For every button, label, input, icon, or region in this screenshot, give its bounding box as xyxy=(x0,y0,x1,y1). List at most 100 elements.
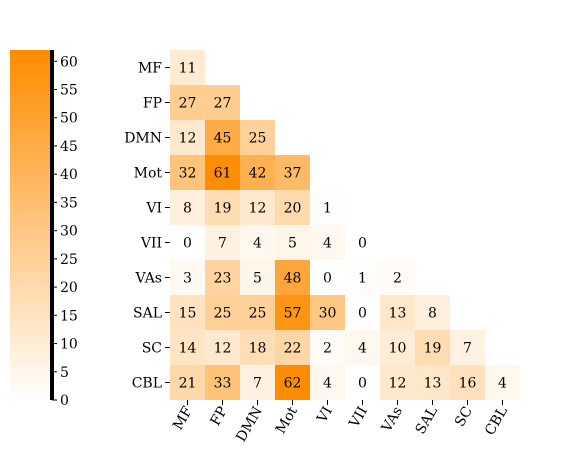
heatmap-cell-dmn-fp xyxy=(205,120,240,155)
y-tick-label-sc: SC xyxy=(142,341,162,357)
heatmap-cell-mot-fp xyxy=(205,155,240,190)
colorbar: 0 5 10 15 20 25 30 35 40 45 50 55 60 xyxy=(10,50,78,409)
heatmap-cell-vi-vi xyxy=(310,190,345,225)
colorbar-tick-label: 5 xyxy=(60,365,69,381)
cell-value-label: 5 xyxy=(253,271,262,287)
cell-value-label: 27 xyxy=(179,96,197,112)
heatmap-cell-sc-sal xyxy=(415,330,450,365)
cell-value-label: 8 xyxy=(183,201,192,217)
x-tick-label-sal: SAL xyxy=(413,404,441,437)
cell-value-label: 27 xyxy=(214,96,232,112)
heatmap-cell-sal-fp xyxy=(205,295,240,330)
heatmap-cell-cbl-fp xyxy=(205,365,240,400)
cell-value-label: 2 xyxy=(393,271,402,287)
cell-value-label: 14 xyxy=(179,341,197,357)
heatmap-cell-cbl-sal xyxy=(415,365,450,400)
cell-value-label: 4 xyxy=(358,341,367,357)
cell-value-label: 2 xyxy=(323,341,332,357)
cell-value-label: 7 xyxy=(253,376,262,392)
x-tick-label-sc: SC xyxy=(452,404,476,430)
cell-value-label: 12 xyxy=(214,341,232,357)
heatmap-cell-vas-dmn xyxy=(240,260,275,295)
cell-value-label: 11 xyxy=(179,61,197,77)
heatmap-cell-sal-vas xyxy=(380,295,415,330)
cell-value-label: 25 xyxy=(214,306,232,322)
cell-value-label: 1 xyxy=(323,201,332,217)
cell-value-label: 19 xyxy=(214,201,232,217)
cell-value-label: 33 xyxy=(214,376,232,392)
colorbar-tick-label: 55 xyxy=(60,83,78,99)
x-tick-label-vii: VII xyxy=(346,404,371,431)
cell-value-label: 12 xyxy=(249,201,267,217)
cell-value-label: 12 xyxy=(179,131,197,147)
cell-value-label: 30 xyxy=(319,306,337,322)
cell-value-label: 25 xyxy=(249,306,267,322)
heatmap-cell-sc-vi xyxy=(310,330,345,365)
cell-value-label: 19 xyxy=(424,341,442,357)
colorbar-tick-label: 50 xyxy=(60,111,78,127)
cell-value-label: 45 xyxy=(214,131,232,147)
heatmap-cell-vi-mot xyxy=(275,190,310,225)
y-tick-label-mot: Mot xyxy=(134,166,163,182)
heatmap-cell-mot-dmn xyxy=(240,155,275,190)
heatmap-cell-vas-mf xyxy=(170,260,205,295)
x-tick-label-cbl: CBL xyxy=(482,404,511,438)
colorbar-tick-label: 20 xyxy=(60,280,78,296)
heatmap-cell-mf-mf xyxy=(170,50,205,85)
x-tick-label-vas: VAs xyxy=(378,404,406,436)
cell-value-label: 0 xyxy=(183,236,192,252)
heatmap-cell-dmn-mf xyxy=(170,120,205,155)
cell-value-label: 23 xyxy=(214,271,232,287)
cell-value-label: 15 xyxy=(179,306,197,322)
cell-value-label: 0 xyxy=(358,376,367,392)
x-tick-label-fp: FP xyxy=(208,404,231,429)
heatmap-cell-vas-vas xyxy=(380,260,415,295)
colorbar-tick-label: 40 xyxy=(60,167,78,183)
colorbar-tick-label: 0 xyxy=(60,393,69,409)
colorbar-tick-label: 10 xyxy=(60,337,78,353)
heatmap-cell-vii-vii xyxy=(345,225,380,260)
cell-value-label: 4 xyxy=(323,236,332,252)
cell-value-label: 4 xyxy=(253,236,262,252)
y-tick-label-vas: VAs xyxy=(135,271,162,287)
heatmap-cell-sc-fp xyxy=(205,330,240,365)
y-tick-label-fp: FP xyxy=(143,96,162,112)
heatmap-cell-sal-vi xyxy=(310,295,345,330)
cell-value-label: 57 xyxy=(284,306,302,322)
heatmap-cell-vas-mot xyxy=(275,260,310,295)
cell-value-label: 16 xyxy=(459,376,477,392)
y-tick-label-vi: VI xyxy=(145,201,162,217)
x-tick-label-mf: MF xyxy=(170,404,196,433)
heatmap-cell-sal-mot xyxy=(275,295,310,330)
heatmap-cell-sal-dmn xyxy=(240,295,275,330)
y-tick-label-dmn: DMN xyxy=(124,131,162,147)
heatmap-cell-cbl-cbl xyxy=(485,365,520,400)
heatmap-cell-vi-fp xyxy=(205,190,240,225)
cell-value-label: 22 xyxy=(284,341,302,357)
cell-value-label: 0 xyxy=(358,236,367,252)
cell-value-label: 13 xyxy=(389,306,407,322)
colorbar-gradient xyxy=(10,50,50,400)
heatmap-cell-vas-vii xyxy=(345,260,380,295)
heatmap-cell-sc-vas xyxy=(380,330,415,365)
colorbar-tick-label: 15 xyxy=(60,308,78,324)
heatmap-cell-vi-dmn xyxy=(240,190,275,225)
heatmap-cell-dmn-dmn xyxy=(240,120,275,155)
cell-value-label: 20 xyxy=(284,201,302,217)
cell-value-label: 21 xyxy=(179,376,197,392)
heatmap-cell-sc-mot xyxy=(275,330,310,365)
heatmap-cell-cbl-vii xyxy=(345,365,380,400)
cell-value-label: 5 xyxy=(288,236,297,252)
heatmap-cell-vii-mf xyxy=(170,225,205,260)
cell-value-label: 1 xyxy=(358,271,367,287)
cell-value-label: 8 xyxy=(428,306,437,322)
cell-value-label: 25 xyxy=(249,131,267,147)
cell-value-label: 7 xyxy=(463,341,472,357)
cell-value-label: 0 xyxy=(358,306,367,322)
heatmap-cell-mot-mot xyxy=(275,155,310,190)
cell-value-label: 32 xyxy=(179,166,197,182)
y-tick-labels: MF FP DMN Mot VI VII VAs SAL SC CBL xyxy=(124,61,170,392)
y-tick-label-sal: SAL xyxy=(133,306,162,322)
